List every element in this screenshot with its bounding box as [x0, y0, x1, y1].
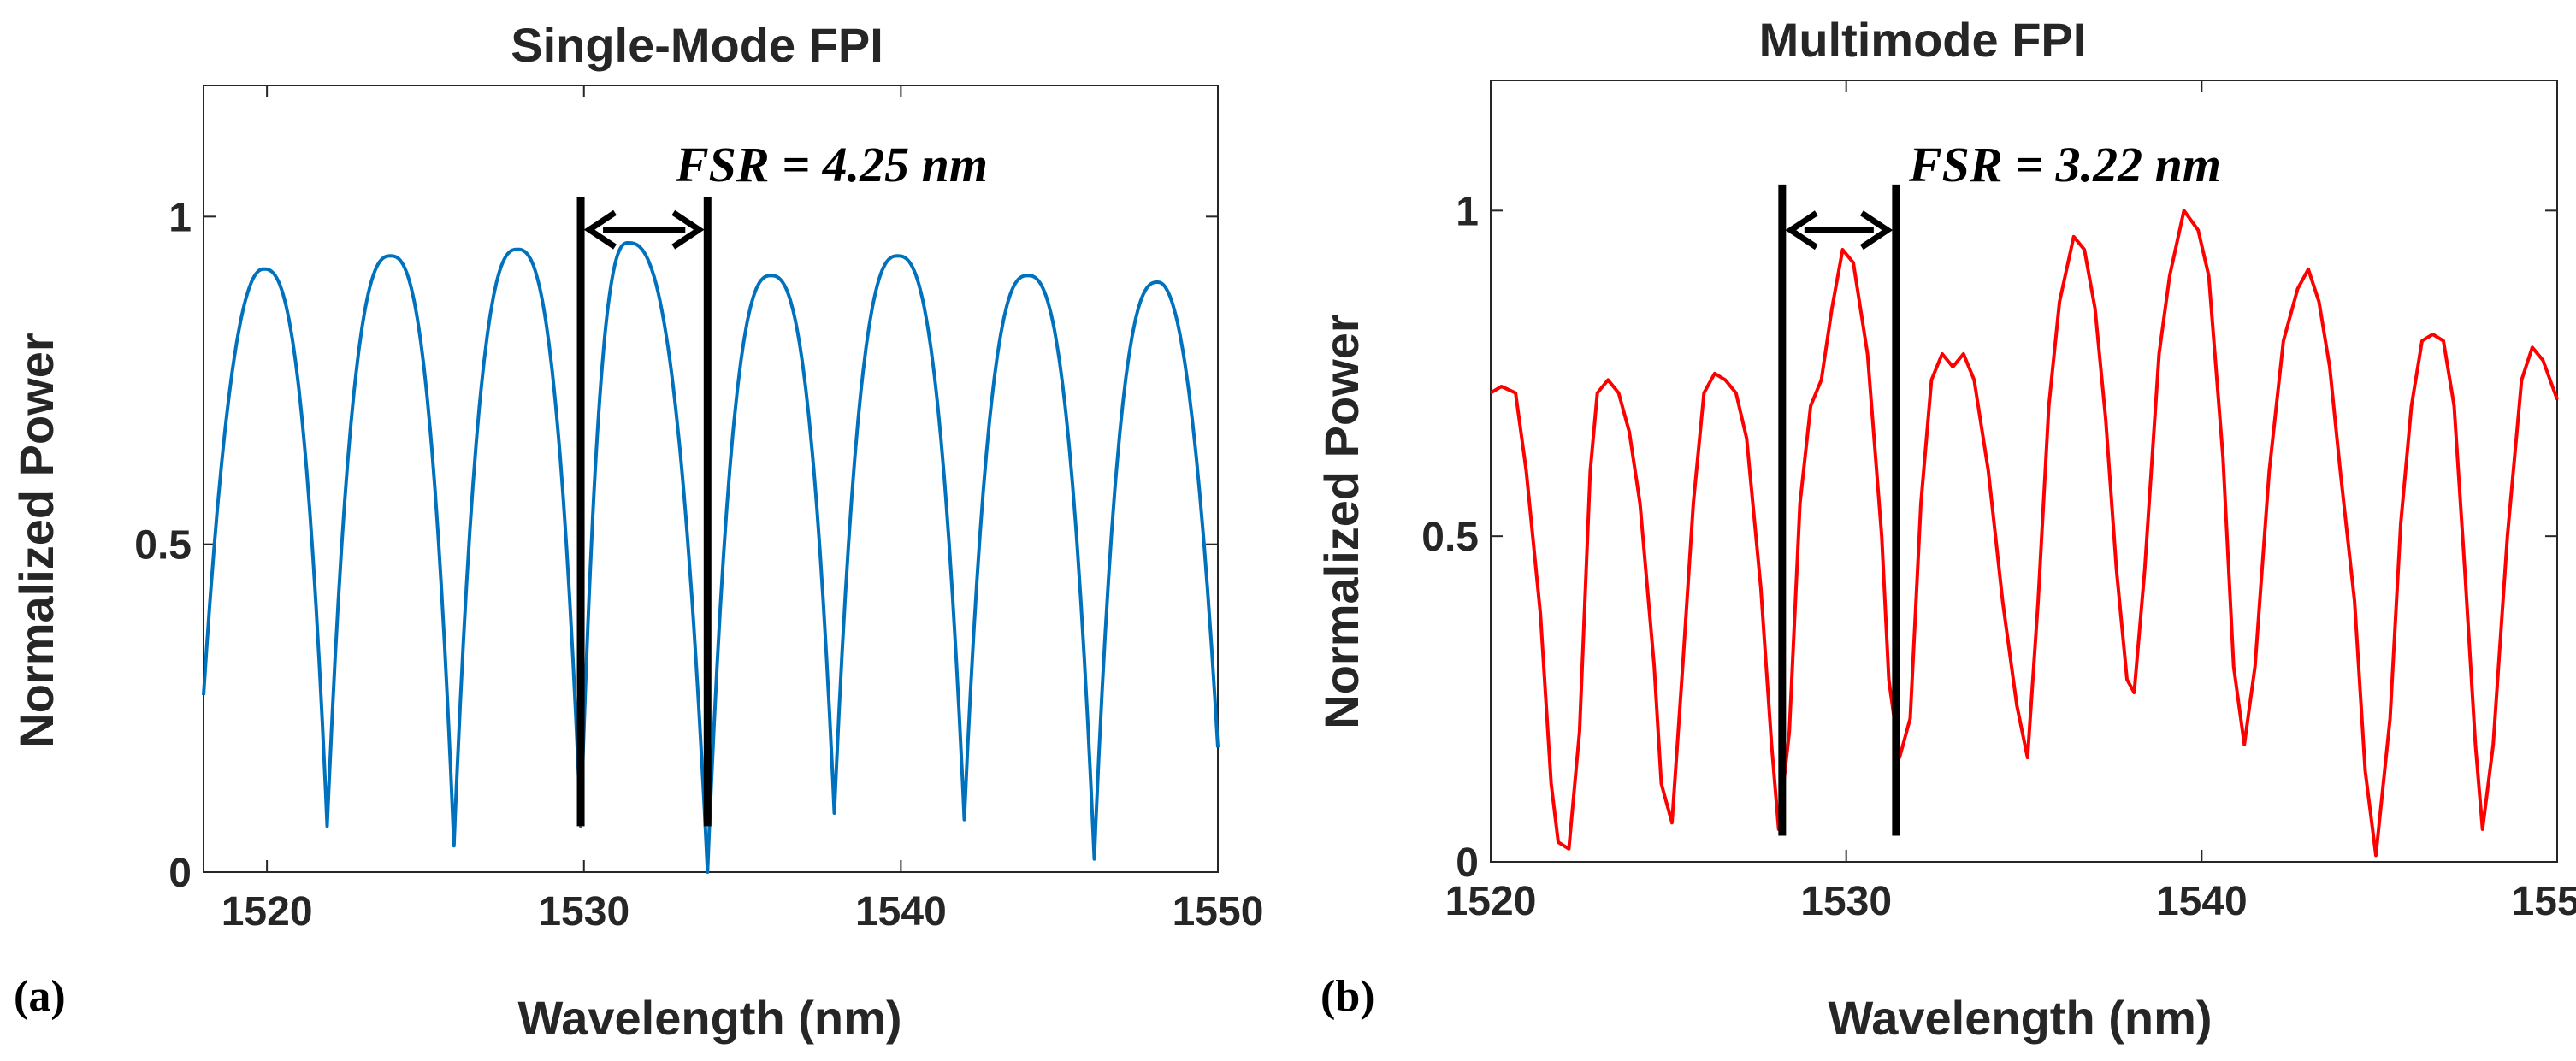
- fsr-arrow-head-left: [1785, 210, 1818, 251]
- y-tick-label: 0: [1456, 840, 1479, 886]
- y-axis-label-a: Normalized Power: [9, 333, 63, 747]
- y-tick-label: 1: [168, 195, 192, 240]
- axis-ticks-b: 1520 1530 1540 1550 0 0.5 1: [1421, 80, 2576, 924]
- y-tick-label: 1: [1456, 189, 1479, 234]
- fsr-arrow-head-right: [1859, 210, 1894, 251]
- panel-label-a: (a): [14, 972, 66, 1021]
- y-tick-label: 0.5: [134, 523, 192, 569]
- x-tick-label: 1540: [2156, 879, 2248, 924]
- x-tick-label: 1530: [538, 889, 629, 934]
- axes-box: [203, 85, 1219, 873]
- plot-area-b: [1489, 184, 2559, 858]
- fsr-arrow-head-left: [583, 209, 617, 250]
- x-tick-label: 1550: [2512, 879, 2576, 924]
- panel-label-b: (b): [1320, 972, 1375, 1021]
- x-tick-label: 1520: [1445, 879, 1537, 924]
- x-tick-label: 1550: [1173, 889, 1264, 934]
- x-tick-label: 1540: [855, 889, 947, 934]
- y-axis-label-b: Normalized Power: [1315, 314, 1368, 728]
- x-tick-label: 1530: [1800, 879, 1892, 924]
- x-axis-label-b: Wavelength (nm): [1828, 991, 2212, 1045]
- plot-area-a: [202, 197, 1220, 874]
- x-tick-label: 1520: [222, 889, 313, 934]
- chart-title-b: Multimode FPI: [1759, 13, 2087, 67]
- axis-ticks-a: 1520 1530 1540 1550 0 0.5 1: [134, 85, 1263, 934]
- x-axis-label-a: Wavelength (nm): [517, 991, 901, 1045]
- axes-box: [1490, 80, 2558, 863]
- y-tick-label: 0.5: [1421, 515, 1479, 560]
- y-tick-label: 0: [168, 851, 192, 896]
- fsr-annotation-a: FSR = 4.25 nm: [675, 137, 988, 192]
- series-line: [202, 241, 1220, 874]
- chart-title-a: Single-Mode FPI: [511, 18, 883, 72]
- series-line: [1489, 209, 2559, 858]
- fsr-arrow-head-right: [671, 209, 705, 250]
- fsr-annotation-b: FSR = 3.22 nm: [1908, 137, 2221, 192]
